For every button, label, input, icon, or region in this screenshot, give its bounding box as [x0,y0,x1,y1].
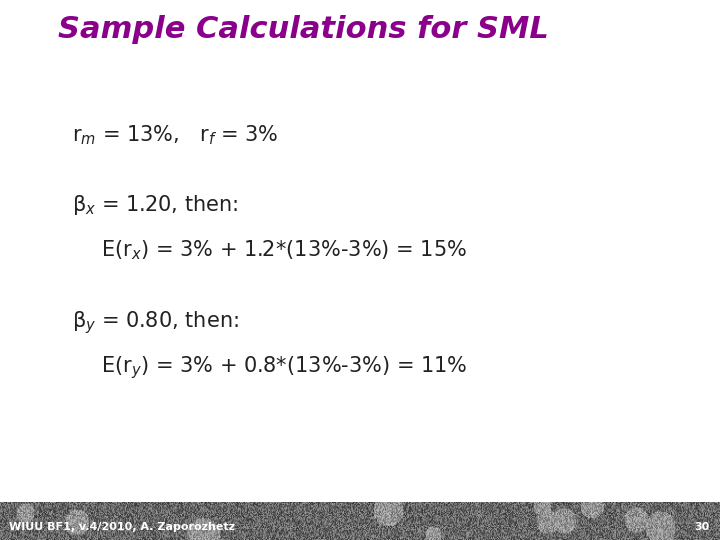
Text: E(r$_{y}$) = 3% + 0.8*(13%-3%) = 11%: E(r$_{y}$) = 3% + 0.8*(13%-3%) = 11% [101,354,467,381]
Text: Sample Calculations for SML: Sample Calculations for SML [58,15,549,44]
Text: 30: 30 [694,522,709,532]
Text: WIUU BF1, v.4/2010, A. Zaporozhetz: WIUU BF1, v.4/2010, A. Zaporozhetz [9,522,235,532]
Text: β$_{x}$ = 1.20, then:: β$_{x}$ = 1.20, then: [72,193,238,217]
Text: β$_{y}$ = 0.80, then:: β$_{y}$ = 0.80, then: [72,309,239,336]
Text: r$_{m}$ = 13%,   r$_{f}$ = 3%: r$_{m}$ = 13%, r$_{f}$ = 3% [72,123,279,147]
Text: E(r$_{x}$) = 3% + 1.2*(13%-3%) = 15%: E(r$_{x}$) = 3% + 1.2*(13%-3%) = 15% [101,239,467,262]
